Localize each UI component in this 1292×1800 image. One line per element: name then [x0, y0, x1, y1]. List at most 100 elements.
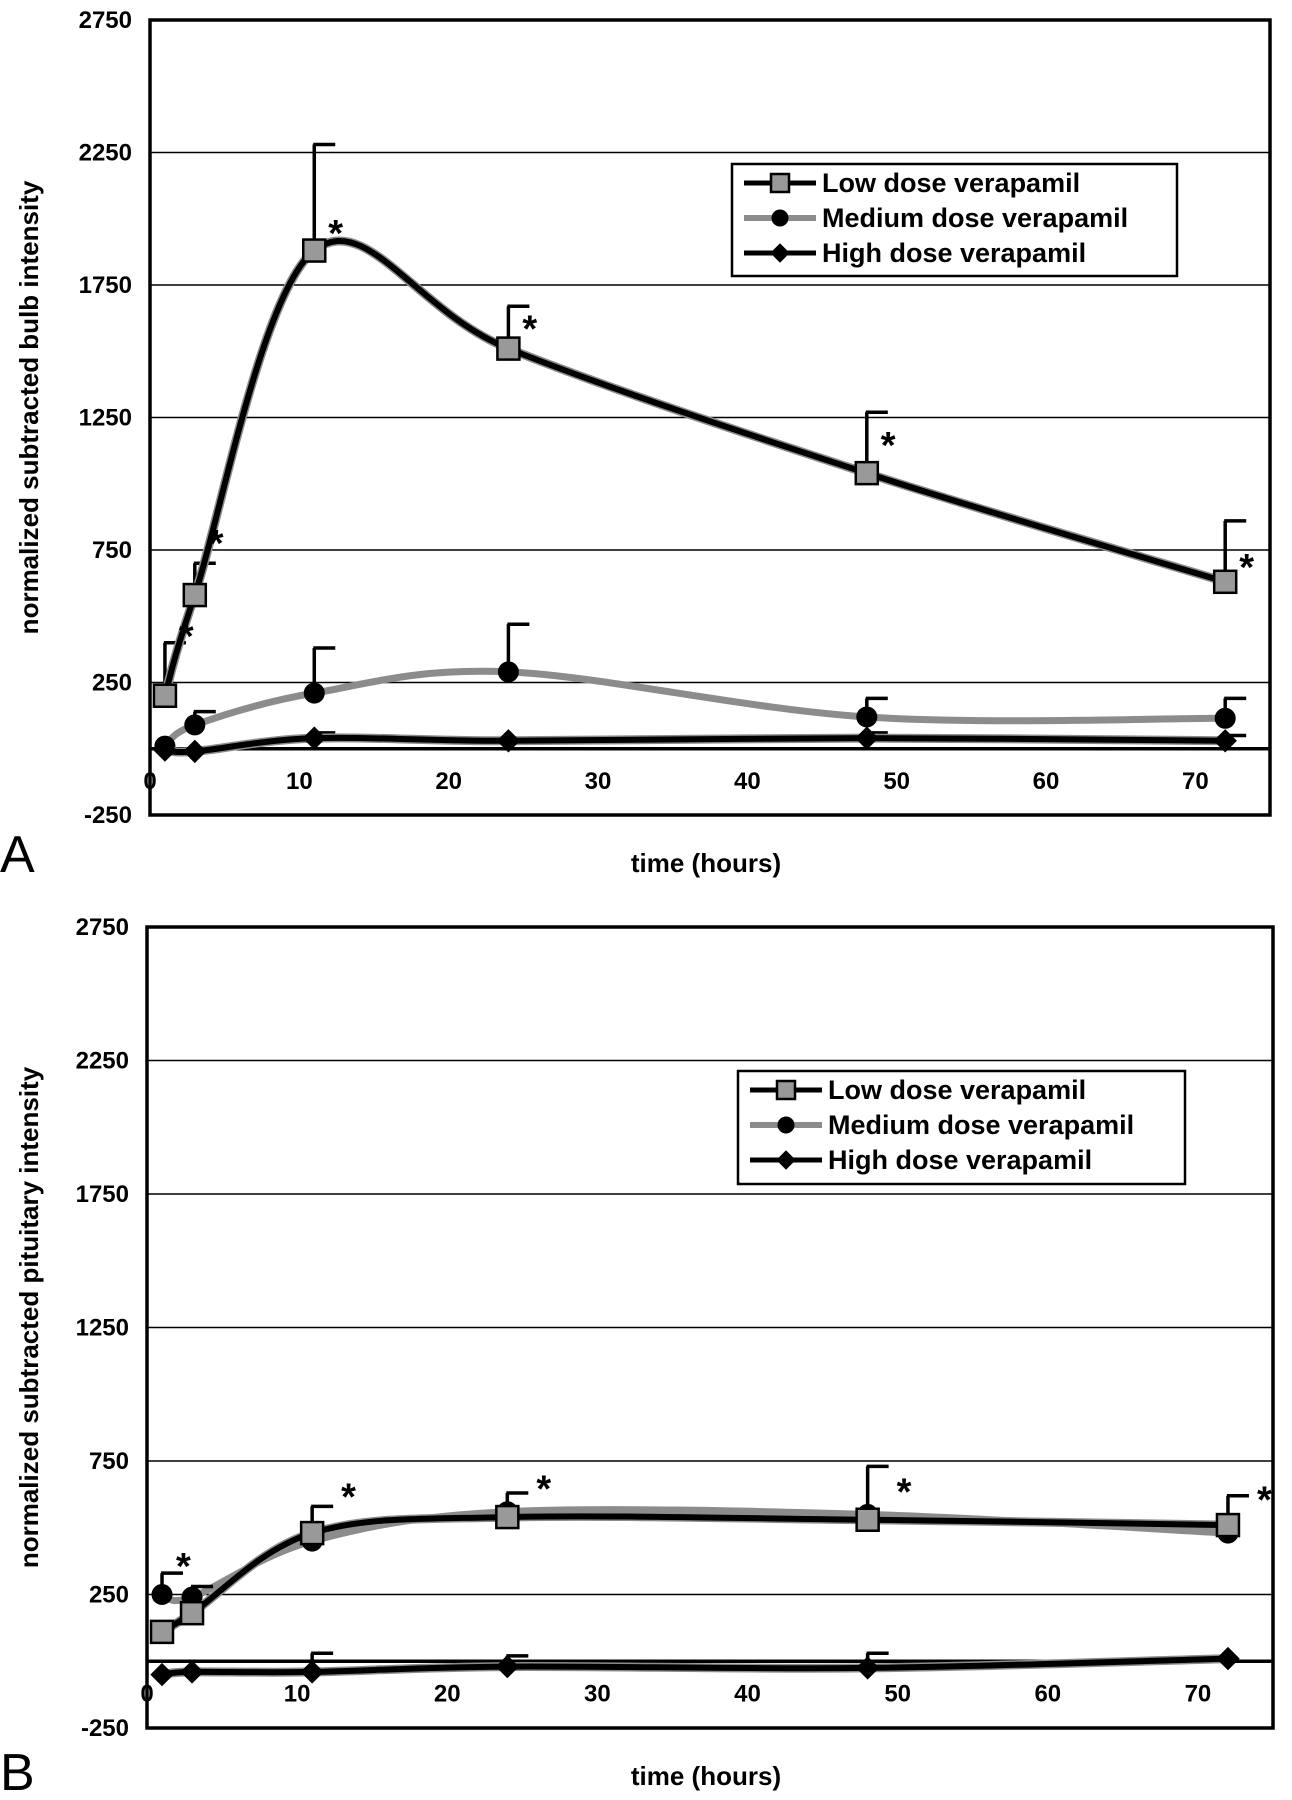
- data-point-square: [1215, 1512, 1241, 1538]
- legend-marker-square: [769, 172, 791, 194]
- significance-asterisk: *: [328, 213, 343, 255]
- data-point-diamond: [302, 726, 326, 750]
- legend: Low dose verapamil Medium dose verapamil H…: [736, 1069, 1187, 1186]
- x-tick-label: 50: [883, 768, 910, 795]
- legend-entry: Medium dose verapamil: [828, 1110, 1134, 1140]
- legend-marker-diamond: [776, 1150, 796, 1170]
- y-tick-label: 750: [89, 1448, 129, 1475]
- x-tick-label: 10: [284, 1680, 311, 1707]
- significance-asterisk: *: [1239, 547, 1254, 589]
- y-tick-label: 1250: [79, 405, 132, 432]
- data-point-circle: [856, 706, 878, 728]
- legend-entry: Low dose verapamil: [828, 1075, 1086, 1105]
- x-tick-label: 0: [143, 768, 156, 795]
- x-tick-label: 60: [1033, 768, 1060, 795]
- data-point-circle: [1214, 707, 1236, 729]
- x-axis-label: time (hours): [631, 848, 781, 878]
- y-tick-label: 250: [89, 1582, 129, 1609]
- data-point-square: [854, 460, 880, 486]
- y-tick-label: 2250: [79, 140, 132, 167]
- data-point-square: [182, 582, 208, 608]
- series-high-dose-verapamil: [153, 726, 1247, 764]
- data-point-circle: [184, 714, 206, 736]
- x-tick-label: 20: [434, 1680, 461, 1707]
- x-tick-label: 70: [1185, 1680, 1212, 1707]
- y-tick-label: 1750: [79, 272, 132, 299]
- data-point-square: [855, 1507, 880, 1532]
- y-tick-label: 750: [92, 537, 132, 564]
- significance-asterisk: *: [176, 1546, 191, 1588]
- y-tick-label: -250: [81, 1715, 129, 1742]
- data-point-square: [152, 683, 178, 708]
- significance-asterisk: *: [341, 1477, 356, 1519]
- data-point-diamond: [300, 1660, 324, 1684]
- significance-asterisk: *: [209, 523, 224, 565]
- significance-asterisk: *: [536, 1469, 551, 1511]
- panel-a: 2750 2250 1750 1250 750 250 -250 0 10 20 30 40 50 60 7…: [0, 7, 1272, 884]
- data-point-diamond: [495, 1654, 520, 1679]
- legend-marker-square: [775, 1079, 797, 1101]
- series-high-dose-verapamil: [150, 1646, 1240, 1687]
- legend-entry: High dose verapamil: [828, 1145, 1092, 1175]
- x-tick-label: 10: [286, 768, 313, 795]
- x-tick-label: 40: [734, 768, 761, 795]
- significance-asterisk: *: [1257, 1479, 1272, 1521]
- y-axis-label: normalized subtracted bulb intensity: [14, 180, 44, 634]
- plot-frame: [145, 925, 1275, 1730]
- x-axis-label: time (hours): [631, 1761, 781, 1791]
- data-point-diamond: [1213, 729, 1237, 753]
- series-line: [161, 238, 1229, 699]
- data-point-square: [495, 1504, 520, 1530]
- y-axis-label: normalized subtracted pituitary intensit…: [14, 1066, 44, 1568]
- series-low-dose-verapamil: [149, 1464, 1249, 1645]
- data-point-diamond: [855, 726, 879, 750]
- legend-marker-diamond: [770, 243, 790, 263]
- x-tick-label: 70: [1182, 768, 1209, 795]
- data-point-diamond: [1216, 1646, 1240, 1671]
- y-tick-label: 1750: [76, 1181, 129, 1208]
- data-point-square: [302, 238, 327, 263]
- legend-entry: High dose verapamil: [822, 238, 1086, 268]
- data-point-diamond: [183, 739, 207, 764]
- data-point-square: [299, 1520, 325, 1546]
- significance-asterisk: *: [881, 425, 896, 467]
- panel-letter: A: [0, 826, 35, 884]
- x-tick-label: 20: [435, 768, 462, 795]
- data-point-circle: [497, 661, 519, 683]
- data-point-circle: [303, 682, 325, 704]
- y-tick-label: 2250: [76, 1048, 129, 1075]
- x-tick-label: 40: [734, 1680, 761, 1707]
- y-tick-label: 250: [92, 670, 132, 697]
- data-point-diamond: [153, 738, 177, 762]
- series-line-halo: [160, 236, 1230, 701]
- data-point-square: [1212, 569, 1238, 595]
- y-tick-label: 2750: [79, 7, 132, 34]
- data-point-diamond: [855, 1656, 880, 1680]
- data-point-square: [496, 336, 521, 361]
- legend-marker-circle: [777, 1116, 795, 1134]
- data-point-diamond: [150, 1662, 174, 1687]
- data-point-diamond: [180, 1660, 204, 1684]
- data-point-diamond: [496, 729, 521, 753]
- legend-marker-circle: [771, 209, 789, 227]
- x-tick-label: 60: [1034, 1680, 1061, 1707]
- x-tick-label: 50: [884, 1680, 911, 1707]
- legend-entry: Low dose verapamil: [822, 168, 1080, 198]
- legend-entry: Medium dose verapamil: [822, 203, 1128, 233]
- legend: Low dose verapamil Medium dose verapamil H…: [730, 162, 1179, 278]
- series-low-dose-verapamil: [152, 142, 1247, 708]
- y-tick-label: 1250: [76, 1315, 129, 1342]
- series-medium-dose-verapamil: [154, 622, 1247, 757]
- significance-asterisk: *: [522, 308, 537, 350]
- y-tick-label: 2750: [76, 914, 129, 941]
- panel-b: 2750 2250 1750 1250 750 250 -250 0 10 20 30 40 50 60 7…: [0, 914, 1275, 1800]
- significance-asterisk: *: [897, 1471, 912, 1513]
- data-point-square: [149, 1619, 175, 1645]
- data-point-square: [179, 1600, 205, 1626]
- panel-letter: B: [0, 1744, 35, 1800]
- y-tick-label: -250: [84, 802, 132, 829]
- data-point-circle: [151, 1584, 173, 1605]
- significance-asterisk: *: [179, 616, 194, 658]
- x-tick-label: 0: [140, 1680, 153, 1707]
